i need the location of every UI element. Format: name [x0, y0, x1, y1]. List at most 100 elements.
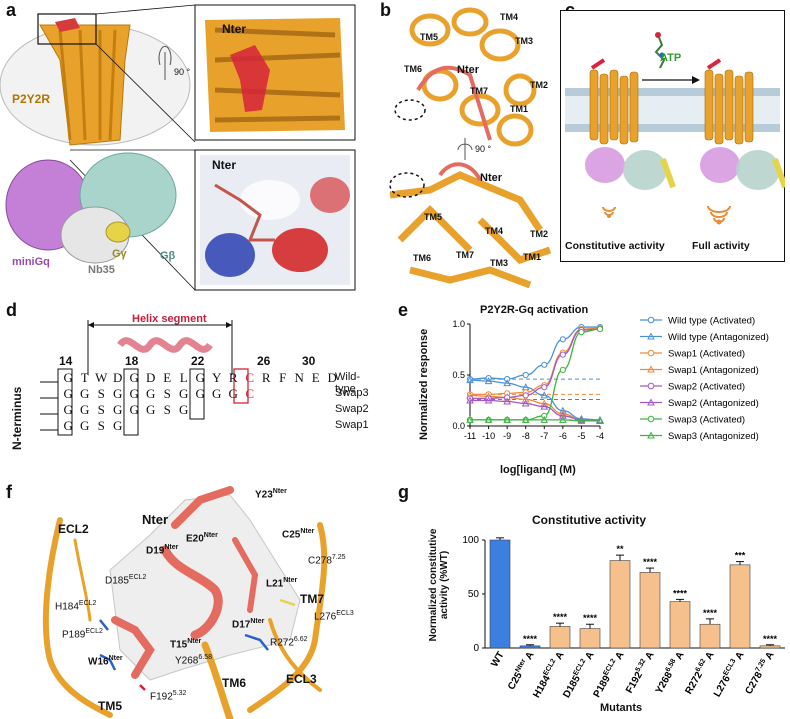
panel-label-f: f — [6, 482, 12, 502]
residue: T — [80, 370, 89, 385]
e-point — [559, 411, 567, 419]
e-legend-marker — [647, 382, 655, 390]
d-num-22: 22 — [191, 354, 205, 368]
e-ytick-label: 1.0 — [452, 319, 465, 329]
f-l276: L276ECL3 — [314, 610, 354, 623]
e-ytick-label: 0.5 — [452, 370, 465, 380]
f-t15: T15Nter — [170, 638, 202, 651]
e-point — [540, 402, 549, 410]
b-top-tm2: TM2 — [530, 80, 548, 90]
e-legend-label: Swap2 (Activated) — [668, 382, 745, 393]
e-legend-marker — [647, 431, 655, 439]
residue: G — [146, 402, 156, 417]
g-significance: **** — [643, 557, 658, 567]
g-significance: **** — [583, 613, 598, 623]
e-legend-label: Swap2 (Antagonized) — [668, 398, 759, 409]
e-point — [503, 379, 511, 387]
panel-label-g: g — [398, 482, 409, 502]
e-series-line — [470, 327, 601, 396]
g-significance: **** — [523, 634, 538, 644]
e-point — [541, 412, 548, 419]
full-activity-caption: Full activity — [692, 240, 750, 252]
b-top-tm1: TM1 — [510, 104, 528, 114]
e-xtick-label: -6 — [559, 431, 567, 441]
f-y23: Y23Nter — [255, 488, 287, 501]
residue: G — [146, 386, 156, 401]
e-point — [466, 396, 474, 404]
e-point — [466, 376, 474, 384]
g-ytick-label: 100 — [462, 535, 479, 546]
e-point — [596, 326, 604, 333]
f-d185: D185ECL2 — [105, 574, 147, 587]
e-legend-marker — [647, 398, 655, 406]
residue: C — [245, 370, 255, 385]
e-legend-label: Swap3 (Antagonized) — [668, 431, 759, 442]
e-point — [503, 415, 511, 423]
residue: E — [163, 370, 172, 385]
residue: G — [113, 418, 123, 433]
b-bot-tm7: TM7 — [456, 250, 474, 260]
g-ylabel: Normalized constitutive activity (%WT) — [428, 528, 450, 642]
residue: G — [195, 370, 205, 385]
e-xtick-label: -9 — [503, 431, 511, 441]
d-num-26: 26 — [257, 354, 271, 368]
g-chart: 0 50 100 WT **** C25Nter A **** H184ECL2 A **** D… — [462, 535, 785, 701]
e-chart: 0.0 0.5 1.0 -11 -10 -9 -8 -7 -6 -5 -4 Wild type (Ac… — [452, 316, 768, 443]
g-bar — [669, 601, 691, 649]
g-category-label: F1925.32 A — [623, 650, 656, 696]
e-legend-label: Swap1 (Activated) — [668, 349, 745, 360]
f-ecl3: ECL3 — [286, 672, 317, 686]
residue: G — [129, 386, 139, 401]
e-xlabel: log[ligand] (M) — [500, 464, 576, 476]
e-xtick-label: -8 — [522, 431, 530, 441]
f-d19: D19Nter — [146, 544, 179, 557]
residue: R — [228, 370, 238, 385]
g-bar — [609, 560, 631, 649]
e-point — [559, 415, 567, 423]
residue: G — [80, 402, 90, 417]
b-rotation: 90 ° — [475, 144, 492, 154]
b-top-tm5: TM5 — [420, 32, 438, 42]
helix-segment-label: Helix segment — [132, 313, 207, 325]
b-bot-tm2: TM2 — [530, 229, 548, 239]
nb35-label: Nb35 — [88, 264, 115, 276]
g-category-label: C25Nter A — [505, 650, 536, 692]
residue: F — [279, 370, 287, 385]
residue: N — [294, 370, 304, 385]
e-point — [504, 375, 511, 383]
d-num-30: 30 — [302, 354, 316, 368]
e-xtick-label: -4 — [596, 431, 604, 441]
residue: G — [63, 402, 73, 417]
e-legend-marker — [647, 349, 655, 357]
panel-d-sequence — [40, 320, 249, 436]
g-bar — [579, 628, 601, 649]
e-point — [559, 351, 566, 358]
ggamma-label: Gγ — [112, 248, 127, 260]
g-significance: **** — [763, 634, 778, 644]
e-xtick-label: -11 — [464, 431, 476, 441]
residue: G — [179, 402, 189, 417]
e-point — [522, 392, 529, 399]
e-point — [596, 416, 604, 424]
e-point — [521, 395, 530, 403]
n-terminus-label: N-terminus — [10, 386, 24, 450]
e-point — [504, 394, 511, 401]
residue: L — [179, 370, 188, 385]
g-bar — [519, 645, 541, 649]
g-significance: **** — [673, 588, 688, 598]
g-bar — [699, 623, 721, 649]
g-category-label: D185ECL2 A — [560, 650, 596, 701]
e-legend-label: Swap1 (Antagonized) — [668, 365, 759, 376]
e-point — [541, 384, 548, 391]
g-significance: *** — [735, 551, 746, 561]
panel-label-d: d — [6, 300, 17, 320]
e-ytick-label: 0.0 — [452, 421, 465, 431]
e-point — [541, 361, 548, 368]
minigq-label: miniGq — [12, 256, 50, 268]
f-tm5: TM5 — [98, 699, 122, 713]
dashed-circle-top — [394, 99, 426, 121]
e-ylabel: Normalized response — [418, 328, 430, 440]
f-d17: D17Nter — [232, 618, 265, 631]
f-r272: R2726.62 — [270, 636, 308, 649]
sequence-row-name: Wild-type — [335, 371, 361, 395]
